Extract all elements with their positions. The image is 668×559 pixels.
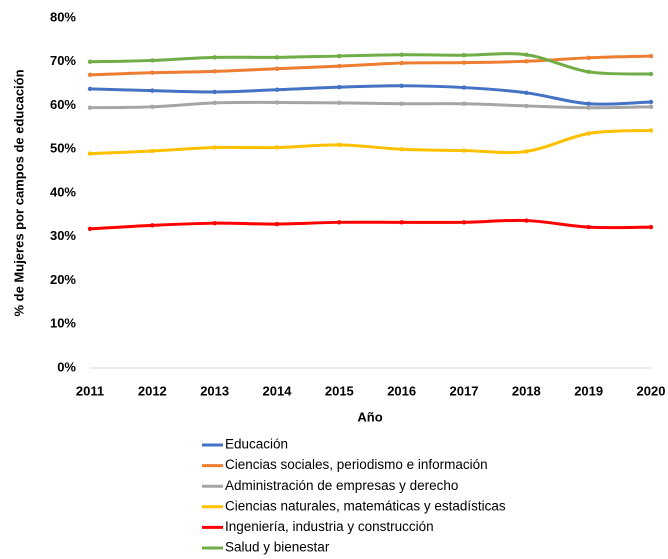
point: [150, 70, 155, 75]
point: [150, 58, 155, 63]
point: [212, 100, 217, 106]
point: [399, 147, 404, 152]
point: [337, 100, 342, 106]
point: [337, 220, 342, 225]
y-tick-label: 60%: [50, 97, 76, 112]
point: [648, 53, 654, 59]
point: [337, 142, 342, 148]
x-tick-label: 2011: [76, 383, 104, 398]
point: [461, 60, 467, 65]
point: [87, 86, 93, 92]
series-line: [89, 218, 652, 231]
point: [337, 63, 342, 69]
point: [399, 220, 404, 225]
y-axis-title: % de Mujeres por campos de educación: [11, 69, 26, 316]
point: [524, 218, 529, 223]
point: [648, 99, 654, 105]
x-tick-label: 2017: [450, 383, 479, 398]
point: [524, 149, 529, 154]
series-line: [89, 100, 652, 110]
x-tick-label: 2019: [574, 383, 603, 398]
point: [586, 101, 591, 106]
point: [648, 71, 654, 77]
y-tick-label: 40%: [50, 184, 76, 199]
y-tick-label: 10%: [50, 316, 76, 331]
point: [399, 52, 404, 57]
point: [524, 103, 529, 109]
point: [586, 55, 591, 61]
y-tick-label: 20%: [50, 272, 76, 287]
point: [87, 151, 93, 156]
legend-label: Ingeniería, industria y construcción: [225, 519, 434, 534]
point: [648, 104, 654, 110]
series-line: [89, 54, 652, 77]
legend-label: Salud y bienestar: [225, 540, 330, 555]
series-line: [89, 128, 652, 156]
x-tick-label: 2012: [138, 383, 167, 398]
legend-label: Administración de empresas y derecho: [225, 478, 458, 493]
x-axis-title: Año: [357, 409, 382, 424]
x-tick-label: 2015: [325, 383, 354, 398]
y-tick-label: 0%: [57, 359, 76, 374]
point: [87, 59, 93, 64]
x-tick-label: 2013: [200, 383, 229, 398]
point: [524, 52, 529, 57]
point: [212, 89, 217, 95]
series-line: [89, 84, 652, 106]
y-tick-label: 50%: [50, 141, 76, 156]
x-tick-label: 2014: [263, 383, 293, 398]
y-tick-label: 80%: [50, 9, 76, 24]
point: [274, 221, 280, 227]
point: [87, 105, 93, 110]
legend-label: Educación: [225, 437, 288, 452]
point: [648, 128, 654, 133]
point: [274, 100, 280, 105]
legend-label: Ciencias sociales, periodismo e informac…: [225, 457, 488, 472]
point: [150, 88, 155, 93]
point: [586, 131, 591, 136]
series-line: [89, 52, 652, 76]
x-tick-label: 2016: [387, 383, 416, 398]
point: [586, 105, 591, 110]
point: [461, 85, 467, 90]
point: [274, 55, 280, 60]
point: [87, 72, 93, 78]
y-tick-label: 70%: [50, 53, 76, 68]
point: [212, 55, 217, 60]
legend-label: Ciencias naturales, matemáticas y estadí…: [225, 498, 506, 513]
point: [274, 145, 280, 150]
point: [212, 220, 217, 226]
point: [212, 69, 217, 74]
point: [337, 53, 342, 59]
point: [586, 224, 591, 230]
point: [461, 101, 467, 106]
point: [150, 148, 155, 154]
point: [274, 66, 280, 71]
point: [399, 101, 404, 106]
point: [212, 145, 217, 150]
y-tick-label: 30%: [50, 228, 76, 243]
point: [461, 52, 467, 58]
x-tick-label: 2018: [512, 383, 541, 398]
point: [461, 148, 467, 153]
point: [524, 59, 529, 64]
x-tick-label: 2020: [637, 383, 666, 398]
point: [399, 83, 404, 89]
point: [648, 224, 654, 230]
point: [399, 60, 404, 66]
point: [274, 87, 280, 92]
point: [150, 223, 155, 228]
point: [524, 90, 529, 96]
point: [87, 226, 93, 232]
point: [461, 220, 467, 225]
point: [150, 104, 155, 110]
point: [337, 84, 342, 90]
point: [586, 69, 591, 75]
